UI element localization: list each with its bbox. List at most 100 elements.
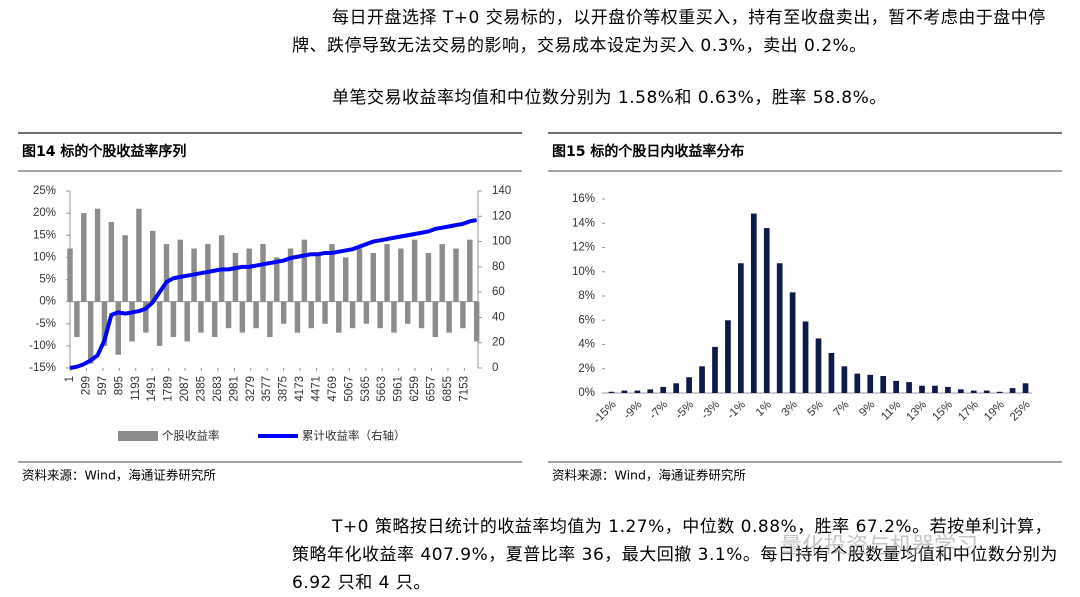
bar [712, 346, 718, 393]
watermark: 量化投资与机器学习 [780, 534, 979, 559]
y-tick-label: 5% [39, 274, 56, 286]
y2-tick-label: 120 [492, 210, 511, 222]
y-tick-label: 12% [572, 242, 595, 254]
x-tick-label: 6557 [426, 376, 438, 402]
bar [177, 239, 184, 302]
bar [432, 301, 439, 338]
x-tick-label: 25% [1008, 399, 1033, 424]
x-tick-label: 13% [905, 399, 930, 424]
x-tick-label: 5663 [376, 376, 388, 402]
y-tick-label: 6% [578, 314, 595, 326]
x-tick-label: 6855 [442, 376, 454, 402]
x-tick-label: 4471 [311, 376, 323, 402]
figure-source: 资料来源：Wind，海通证券研究所 [552, 468, 746, 483]
bar [377, 301, 383, 329]
bar [398, 248, 404, 302]
bar [473, 301, 480, 342]
x-tick-label: 5961 [393, 376, 405, 402]
bar [87, 301, 94, 364]
bar [391, 301, 397, 333]
bar [750, 213, 757, 393]
bar [815, 338, 822, 393]
bar [287, 248, 294, 302]
bar [673, 383, 680, 393]
bar [660, 386, 667, 393]
bar [81, 213, 87, 302]
bar [880, 376, 887, 393]
bar [1009, 388, 1016, 393]
paragraph: 每日开盘选择 T+0 交易标的，以开盘价等权重买入，持有至收盘卖出，暂不考虑由于… [292, 8, 1046, 56]
bar [621, 390, 628, 393]
bar [212, 301, 218, 338]
x-tick-label: 5% [806, 399, 826, 419]
bar [308, 301, 314, 329]
x-tick-label: 1 [64, 376, 76, 382]
y-tick-label: 15% [33, 229, 56, 241]
x-tick-label: -1% [725, 399, 748, 422]
figure-title: 图15 标的个股日内收益率分布 [552, 143, 744, 160]
bar [776, 263, 783, 393]
bar [198, 301, 204, 333]
bar [363, 301, 370, 324]
bar [101, 301, 108, 346]
bar [239, 301, 246, 333]
figure-source: 资料来源：Wind，海通证券研究所 [22, 468, 216, 483]
bar [280, 301, 287, 324]
bar [163, 244, 170, 302]
y2-tick-label: 40 [492, 311, 505, 323]
bar [301, 239, 308, 302]
y-tick-label: -15% [29, 362, 56, 374]
x-tick-label: 15% [930, 399, 955, 424]
bar [74, 301, 80, 338]
bar [411, 239, 418, 302]
bar [136, 208, 142, 302]
x-tick-label: -3% [699, 399, 722, 422]
bar [983, 390, 990, 393]
y-tick-label: 20% [33, 207, 56, 219]
bar [1022, 383, 1029, 393]
x-tick-label: 2981 [228, 376, 240, 402]
bar [957, 389, 964, 393]
y2-tick-label: 20 [492, 337, 505, 349]
bar [439, 244, 445, 302]
x-tick-label: 1% [754, 399, 774, 419]
y-tick-label: -10% [29, 340, 56, 352]
paragraph: 单笔交易收益率均值和中位数分别为 1.58%和 0.63%，胜率 58.8%。 [332, 88, 887, 108]
bar [446, 301, 452, 333]
bar [460, 301, 466, 329]
x-tick-label: -5% [673, 399, 696, 422]
bar [647, 389, 654, 393]
y2-tick-label: 0 [492, 362, 498, 374]
bar [425, 252, 432, 302]
bar [336, 301, 342, 333]
bar [356, 248, 363, 302]
bar [996, 391, 1003, 393]
bar [867, 374, 874, 393]
x-tick-label: 1491 [146, 376, 158, 402]
x-tick-label: 19% [982, 399, 1007, 424]
y-tick-label: 16% [572, 193, 595, 205]
bar [267, 301, 273, 338]
x-tick-label: -9% [622, 399, 645, 422]
x-tick-label: 895 [113, 376, 125, 395]
paragraph: T+0 策略按日统计的收益率均值为 1.27%，中位数 0.88%，胜率 67.… [292, 517, 1058, 593]
x-tick-label: 1789 [163, 376, 175, 402]
x-tick-label: 3279 [245, 376, 257, 402]
bar [893, 380, 899, 393]
bar [329, 244, 335, 302]
bar [149, 230, 156, 302]
y2-tick-label: 100 [492, 236, 511, 248]
x-tick-label: 17% [956, 399, 981, 424]
bar [789, 292, 796, 393]
x-tick-label: 7153 [458, 376, 470, 402]
y2-tick-label: 140 [492, 185, 511, 197]
x-tick-label: 1193 [130, 376, 142, 401]
bar [467, 239, 473, 302]
legend-label: 个股收益率 [162, 429, 220, 443]
bar [94, 208, 101, 302]
y-tick-label: 14% [572, 217, 595, 229]
bar [738, 263, 744, 393]
bar [108, 221, 115, 302]
bar [906, 382, 912, 393]
bar [143, 301, 149, 333]
